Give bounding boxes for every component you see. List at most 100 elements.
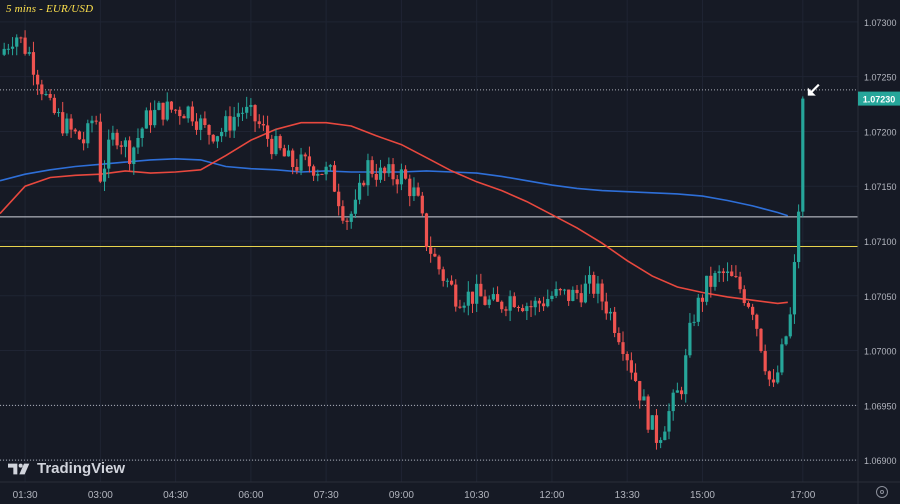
candle-body [424, 213, 429, 248]
candle-body [495, 294, 500, 302]
candle-body [82, 139, 86, 144]
candle-body [663, 431, 667, 441]
candle-body [2, 48, 6, 55]
candle-body [604, 301, 608, 314]
candle-body [128, 140, 132, 165]
candle-body [370, 160, 374, 174]
candle-body [771, 379, 776, 383]
candle-body [266, 125, 270, 139]
candle-body [562, 289, 567, 291]
y-tick-label: 1.07300 [864, 18, 897, 28]
x-tick-label: 09:00 [389, 490, 414, 501]
candle-body [353, 199, 358, 214]
x-tick-label: 06:00 [238, 490, 263, 501]
candle-body [19, 37, 23, 39]
candle-body [558, 289, 562, 291]
candle-body [801, 98, 805, 212]
y-tick-label: 1.06900 [864, 456, 897, 466]
x-tick-label: 17:00 [790, 490, 815, 501]
candle-body [466, 291, 470, 306]
candle-body [169, 101, 174, 110]
candle-body [307, 156, 312, 167]
candle-body [516, 307, 521, 309]
candle-body [759, 328, 763, 352]
candle-body [600, 283, 604, 302]
candle-body [454, 284, 458, 307]
candle-body [399, 169, 404, 185]
candle-body [349, 213, 353, 222]
candle-body [86, 123, 90, 144]
candle-body [659, 440, 663, 443]
candle-body [458, 306, 462, 308]
candle-body [40, 84, 44, 95]
candle-body [278, 136, 282, 149]
candle-body [282, 148, 286, 157]
candle-body [316, 173, 320, 176]
candle-body [500, 301, 504, 310]
candle-body [119, 145, 123, 147]
candle-body [784, 336, 788, 345]
candle-body [508, 296, 512, 311]
candle-body [642, 396, 646, 401]
candle-body [654, 415, 659, 443]
candle-body [521, 308, 525, 312]
candle-body [592, 274, 596, 294]
candle-body [102, 168, 107, 182]
candle-body [751, 306, 755, 315]
candle-body [174, 109, 178, 111]
candle-body [362, 182, 366, 186]
candle-body [374, 173, 378, 180]
chart-title: 5 mins - EUR/USD [6, 3, 94, 15]
candle-body [123, 140, 128, 147]
candle-body [245, 106, 249, 113]
candle-body [136, 137, 140, 148]
candle-body [688, 322, 692, 356]
tradingview-mark-icon [8, 463, 30, 474]
settings-icon[interactable] [876, 486, 888, 498]
candle-body [491, 294, 495, 300]
x-tick-label: 15:00 [690, 490, 715, 501]
candle-body [525, 306, 529, 312]
candle-body [583, 283, 587, 303]
y-tick-label: 1.07150 [864, 182, 897, 192]
x-tick-label: 10:30 [464, 490, 489, 501]
candle-body [420, 195, 424, 214]
candle-body [449, 280, 454, 285]
candle-body [579, 293, 583, 303]
candle-body [742, 289, 746, 304]
candle-body [249, 105, 253, 107]
candle-body [182, 116, 186, 119]
candle-body [433, 253, 437, 257]
candle-body [303, 154, 307, 157]
candle-body [412, 187, 416, 197]
candle-body [31, 52, 36, 75]
candle-body [153, 109, 157, 126]
candle-body [734, 276, 738, 278]
candle-body [240, 112, 245, 114]
candle-body [253, 105, 257, 122]
candle-body [700, 297, 705, 302]
tradingview-logo[interactable]: TradingView [8, 460, 125, 477]
y-tick-label: 1.06950 [864, 401, 897, 411]
candle-body [709, 275, 713, 287]
candle-body [257, 121, 261, 125]
candle-body [391, 164, 395, 180]
candle-body [646, 396, 650, 430]
candle-body [61, 112, 65, 134]
candle-body [224, 116, 228, 132]
candle-body [763, 351, 767, 372]
candle-body [199, 118, 203, 130]
candle-body [345, 220, 349, 222]
candle-body [132, 147, 136, 165]
candle-body [621, 342, 625, 354]
candle-body [157, 102, 161, 110]
candle-body [679, 390, 684, 395]
y-tick-label: 1.07100 [864, 237, 897, 247]
candle-body [186, 106, 190, 119]
candle-body [479, 283, 483, 297]
candle-body [571, 289, 575, 301]
candle-body [357, 182, 362, 200]
candle-body [111, 132, 115, 140]
